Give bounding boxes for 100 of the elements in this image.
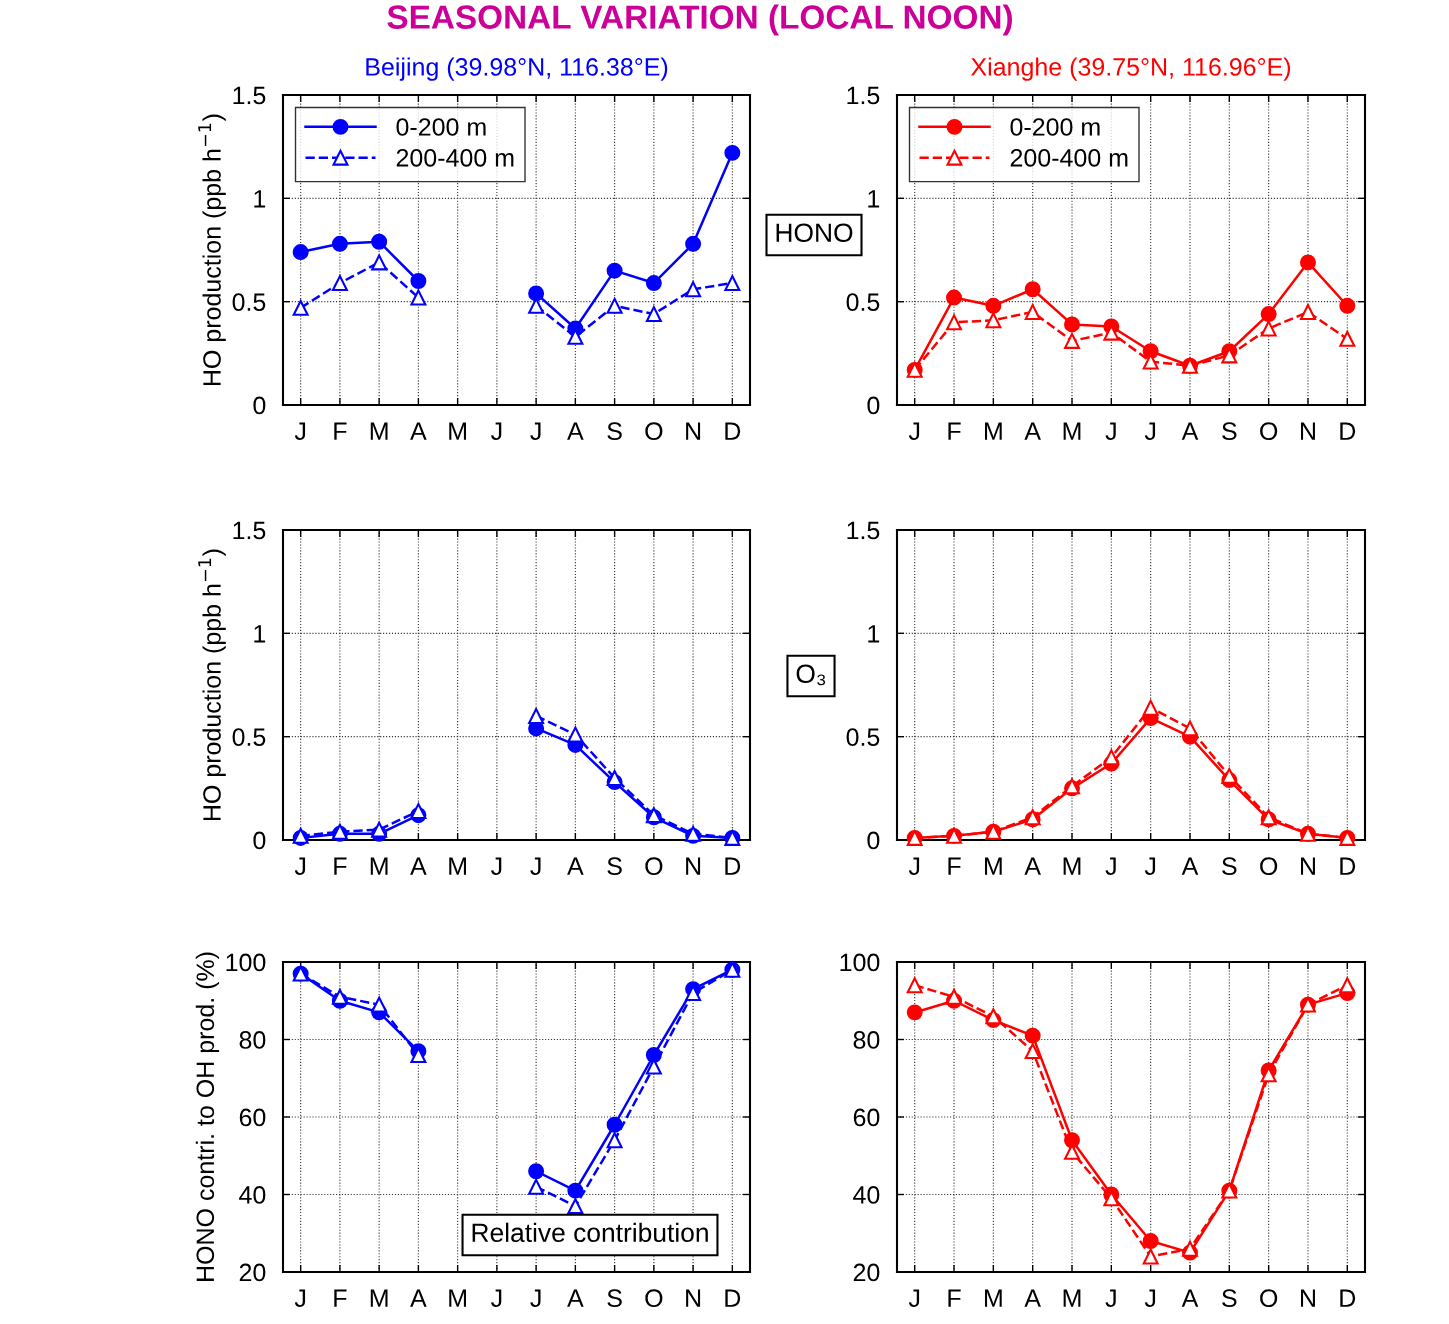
- y-tick-label: 0.5: [846, 293, 880, 311]
- point: [1024, 1027, 1041, 1044]
- point: [685, 235, 702, 252]
- x-tick-label: A: [410, 1289, 427, 1307]
- x-tick-label: M: [1063, 857, 1081, 875]
- x-tick-label: M: [449, 422, 466, 440]
- x-tick-label: A: [1181, 422, 1199, 440]
- x-tick-label: A: [1181, 857, 1199, 875]
- point: [1339, 297, 1356, 314]
- point: [985, 312, 1002, 329]
- point: [1142, 1248, 1159, 1265]
- point: [1142, 699, 1159, 716]
- x-tick-label: J: [1105, 1289, 1116, 1308]
- y-tick-label: 60: [853, 1108, 880, 1127]
- x-tick-label: F: [334, 422, 347, 440]
- point: [1299, 254, 1316, 271]
- point: [331, 235, 348, 252]
- legend-label: 200-400 m: [1010, 148, 1128, 167]
- point: [567, 1182, 584, 1199]
- point: [1142, 1233, 1159, 1249]
- x-tick-label: O: [645, 857, 663, 876]
- x-tick-label: S: [1222, 1289, 1237, 1308]
- point: [410, 289, 427, 306]
- x-tick-label: J: [1144, 857, 1156, 876]
- point: [1260, 320, 1277, 337]
- y-axis-title: HONO contri. to OH prod. (%): [195, 952, 220, 1281]
- chart-title: Xianghe (39.75°N, 116.96°E): [971, 57, 1291, 81]
- x-tick-label: A: [567, 857, 584, 875]
- x-tick-label: J: [530, 1289, 541, 1308]
- x-tick-label: D: [725, 1289, 741, 1307]
- point: [331, 988, 348, 1005]
- x-tick-label: M: [449, 857, 466, 875]
- x-tick-label: N: [1301, 1289, 1315, 1307]
- x-tick-label: J: [908, 1289, 920, 1308]
- point: [1299, 304, 1316, 320]
- x-tick-label: J: [294, 857, 306, 876]
- y-tick-label: 0: [867, 396, 880, 415]
- y-axis-title: HO production (ppb h$^{−1}$): [198, 114, 226, 386]
- x-tick-label: M: [984, 422, 1002, 440]
- point: [410, 803, 427, 820]
- y-tick-label: 1.5: [233, 521, 266, 540]
- point: [528, 708, 545, 724]
- x-tick-label: F: [948, 422, 961, 440]
- point: [528, 1178, 545, 1195]
- point: [1103, 749, 1120, 766]
- x-tick-label: A: [1024, 857, 1041, 875]
- x-tick-label: A: [567, 422, 584, 440]
- x-tick-label: J: [530, 857, 541, 876]
- x-tick-label: M: [984, 857, 1002, 875]
- x-tick-label: J: [908, 422, 920, 441]
- point: [606, 770, 623, 786]
- x-tick-label: O: [645, 422, 663, 441]
- point: [1064, 332, 1080, 349]
- text: SEASONAL VARIATION (LOCAL NOON): [387, 4, 1012, 36]
- point: [946, 314, 963, 331]
- y-tick-label: 1: [254, 625, 266, 643]
- text: O₃: [796, 664, 826, 686]
- point: [985, 297, 1002, 314]
- x-tick-label: N: [686, 422, 701, 440]
- y-tick-label: 1: [254, 190, 266, 208]
- point: [1024, 281, 1041, 298]
- y-tick-label: 1.5: [847, 521, 880, 540]
- y-tick-label: 40: [853, 1186, 880, 1204]
- point: [906, 977, 923, 994]
- x-tick-label: M: [370, 857, 388, 875]
- point: [906, 1004, 923, 1021]
- y-tick-label: 20: [853, 1263, 880, 1282]
- x-tick-label: M: [984, 1289, 1002, 1307]
- x-tick-label: J: [491, 857, 502, 876]
- point: [1024, 1043, 1041, 1060]
- point: [645, 275, 662, 292]
- point: [606, 297, 623, 314]
- point: [685, 281, 702, 298]
- y-tick-label: 0.5: [846, 728, 880, 746]
- x-tick-label: O: [645, 1289, 663, 1308]
- y-tick-label: 40: [239, 1186, 266, 1204]
- y-tick-label: 0: [253, 396, 266, 415]
- annotation: Relative contribution: [472, 1222, 708, 1243]
- x-tick-label: A: [410, 422, 427, 440]
- x-tick-label: O: [1260, 1289, 1278, 1308]
- y-tick-label: 0: [867, 831, 880, 850]
- point: [645, 306, 662, 323]
- point: [528, 285, 545, 302]
- x-tick-label: S: [1222, 422, 1237, 441]
- x-tick-label: J: [530, 422, 541, 441]
- point: [371, 996, 388, 1013]
- text: HONO: [776, 223, 853, 243]
- y-tick-label: 1: [868, 625, 880, 643]
- x-tick-label: F: [334, 857, 347, 875]
- x-tick-label: A: [1024, 1289, 1041, 1307]
- point: [985, 1008, 1002, 1025]
- y-tick-label: 20: [239, 1263, 266, 1282]
- x-tick-label: J: [1105, 422, 1116, 441]
- x-tick-label: M: [449, 1289, 466, 1307]
- point: [1182, 720, 1198, 737]
- y-tick-label: 0: [253, 831, 266, 850]
- x-tick-label: S: [607, 1289, 622, 1308]
- y-tick-label: 80: [853, 1031, 880, 1049]
- y-tick-label: 80: [239, 1031, 266, 1049]
- x-tick-label: O: [1260, 422, 1278, 441]
